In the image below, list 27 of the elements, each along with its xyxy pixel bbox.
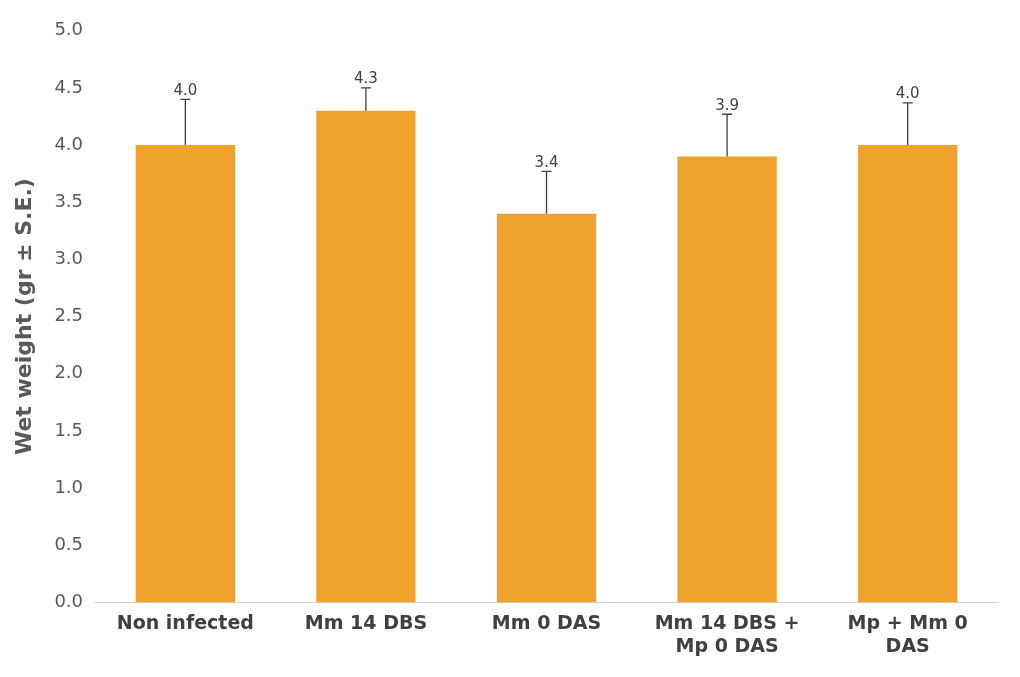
data-label: 4.0 [173, 80, 198, 99]
y-tick-label: 4.0 [54, 132, 84, 154]
x-tick-label: Mm 14 DBS + Mp 0 DAS [654, 610, 800, 656]
bar [677, 156, 777, 603]
y-tick-label: 2.5 [54, 304, 84, 326]
x-tick-label: Mp + Mm 0 DAS [847, 610, 968, 656]
x-tick-label: Mm 14 DBS [304, 610, 428, 633]
y-tick-label: 4.5 [54, 75, 84, 97]
y-tick-label: 3.0 [54, 247, 84, 269]
y-tick-label: 5.0 [54, 18, 84, 40]
y-tick-label: 0.0 [54, 590, 84, 612]
y-tick-label: 0.5 [54, 532, 84, 554]
data-label: 4.0 [895, 84, 920, 103]
bar [135, 145, 235, 603]
bar [496, 213, 597, 603]
data-label: 3.4 [534, 152, 559, 171]
data-label: 3.9 [715, 95, 740, 114]
x-tick-label: Non infected [116, 610, 254, 633]
y-tick-label: 3.5 [54, 189, 84, 211]
bar [858, 145, 958, 603]
y-tick-label: 2.0 [54, 361, 84, 383]
bar [316, 110, 416, 603]
y-tick-label: 1.0 [54, 475, 84, 497]
y-tick-label: 1.5 [54, 418, 84, 440]
y-axis-title: Wet weight (gr ± S.E.) [10, 178, 36, 456]
x-tick-label: Mm 0 DAS [491, 610, 602, 633]
data-label: 4.3 [353, 69, 378, 88]
